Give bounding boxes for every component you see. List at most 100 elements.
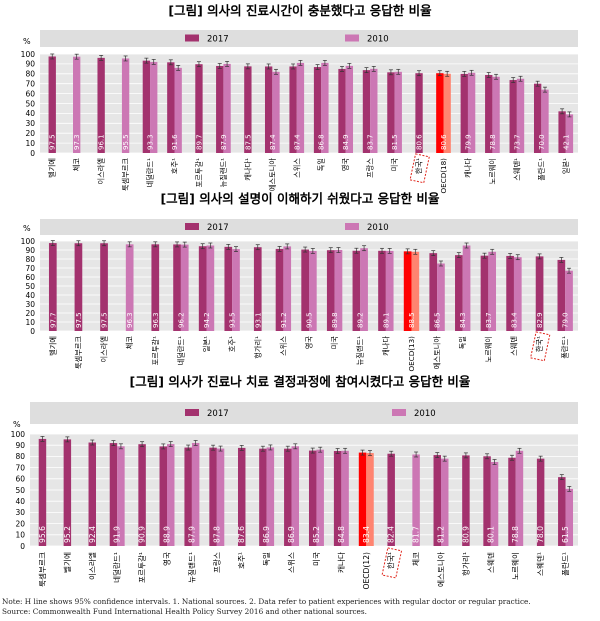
bar-2017 — [352, 250, 361, 331]
bar-2010 — [411, 251, 420, 331]
value-label: 78.8 — [489, 134, 497, 150]
legend-swatch-2010 — [392, 409, 406, 416]
category-label: 이스라엘 — [100, 336, 109, 363]
category-label: 헝가리¹ — [461, 552, 470, 576]
value-label: 84.8 — [337, 526, 346, 543]
category-label: 에스토니아 — [268, 158, 277, 191]
bar-2017 — [259, 448, 267, 546]
bar-2017 — [387, 453, 395, 546]
bar-2017 — [74, 243, 83, 331]
value-label: 87.6 — [237, 526, 246, 543]
y-tick-label: 30 — [25, 119, 35, 128]
y-tick-label: 20 — [25, 129, 35, 138]
bar-2017 — [313, 67, 322, 153]
value-label: 90.9 — [138, 526, 147, 543]
y-tick-label: 100 — [11, 430, 26, 439]
bar-2017 — [558, 477, 566, 546]
bar-2010 — [443, 73, 451, 153]
bar-2010 — [515, 450, 524, 546]
bar-2017 — [433, 455, 441, 546]
category-label: OECD(18) — [439, 158, 448, 194]
bar-2017 — [216, 65, 224, 153]
value-label: 87.4 — [269, 134, 277, 150]
category-label: 스위스 — [279, 336, 288, 356]
korea-highlight-box — [409, 153, 430, 184]
category-label: 노르웨이 — [488, 158, 497, 184]
bar-2017 — [533, 83, 542, 153]
category-label: 이스라엘 — [97, 158, 106, 185]
y-tick-label: 30 — [25, 300, 35, 309]
bar-2010 — [121, 58, 130, 153]
category-label: 프랑스 — [366, 158, 375, 178]
bar-2010 — [366, 453, 374, 546]
value-label: 90.5 — [306, 312, 314, 328]
value-label: 81.2 — [437, 526, 446, 543]
value-label: 80.9 — [461, 526, 470, 543]
category-label: 미국 — [312, 552, 321, 566]
y-tick-label: 50 — [25, 99, 35, 108]
bar-2017 — [264, 66, 273, 153]
bar-2017 — [509, 80, 517, 153]
bar-2010 — [216, 448, 225, 546]
value-label: 83.4 — [362, 526, 371, 543]
bar-2017 — [48, 243, 57, 331]
value-label: 86.8 — [318, 134, 326, 150]
y-tick-label: 90 — [25, 60, 35, 69]
bar-2010 — [488, 251, 497, 331]
value-label: 80.6 — [416, 134, 424, 150]
bar-2010 — [334, 250, 343, 331]
chart-title: [그림] 의사가 진료나 치료 결정과정에 참여시켰다고 응답한 비율 — [130, 374, 471, 389]
legend-label-2010: 2010 — [367, 35, 389, 45]
bar-2017 — [209, 447, 217, 546]
bar-2017 — [387, 72, 395, 153]
bar-2017 — [159, 446, 167, 546]
value-label: 86.9 — [262, 526, 271, 543]
bar-2010 — [174, 67, 182, 153]
bar-2017 — [429, 253, 438, 331]
bar-2017 — [195, 64, 203, 153]
bar-2017 — [142, 60, 151, 154]
bar-2017 — [244, 66, 252, 153]
bar-2010 — [412, 454, 420, 546]
bar-2010 — [125, 244, 134, 331]
category-label: 호주¹ — [170, 158, 179, 174]
bar-2010 — [316, 449, 324, 546]
bar-2017 — [289, 66, 297, 153]
bar-2017 — [506, 255, 514, 331]
y-tick-label: 70 — [25, 264, 35, 273]
bar-2017 — [97, 57, 105, 153]
value-label: 70.0 — [538, 134, 546, 150]
value-label: 91.2 — [280, 312, 288, 328]
category-label: 독일 — [262, 552, 271, 566]
category-label: 룩셈부르크 — [121, 158, 130, 191]
legend-band — [40, 30, 578, 47]
category-label: 네덜란드¹ — [146, 158, 155, 187]
value-label: 96.3 — [126, 312, 134, 328]
value-label: 79.9 — [464, 134, 472, 150]
category-label: 뉴질랜드¹ — [219, 158, 228, 187]
bar-2010 — [117, 446, 125, 546]
bar-2010 — [291, 446, 300, 546]
category-label: 노르웨이 — [484, 336, 493, 362]
y-axis-unit: % — [23, 224, 31, 233]
bar-2010 — [462, 245, 471, 331]
y-tick-label: 10 — [15, 531, 25, 540]
bar-2010 — [180, 244, 189, 331]
category-label: 체코 — [411, 552, 421, 566]
bar-2010 — [541, 89, 549, 153]
bar-2017 — [403, 251, 412, 331]
bar-2017 — [535, 256, 544, 331]
legend-swatch-2010 — [345, 223, 359, 230]
y-tick-label: 40 — [25, 291, 35, 300]
y-tick-label: 60 — [25, 273, 35, 282]
y-tick-label: 10 — [25, 139, 35, 148]
bar-2017 — [485, 74, 493, 153]
value-label: 93.3 — [147, 134, 155, 150]
y-tick-label: 100 — [21, 237, 36, 246]
category-label: 포르투갈¹ — [138, 552, 147, 583]
bar-2010 — [206, 245, 215, 331]
category-label: 캐나다 — [381, 336, 390, 356]
value-label: 89.1 — [382, 312, 390, 328]
bar-2017 — [508, 457, 516, 546]
